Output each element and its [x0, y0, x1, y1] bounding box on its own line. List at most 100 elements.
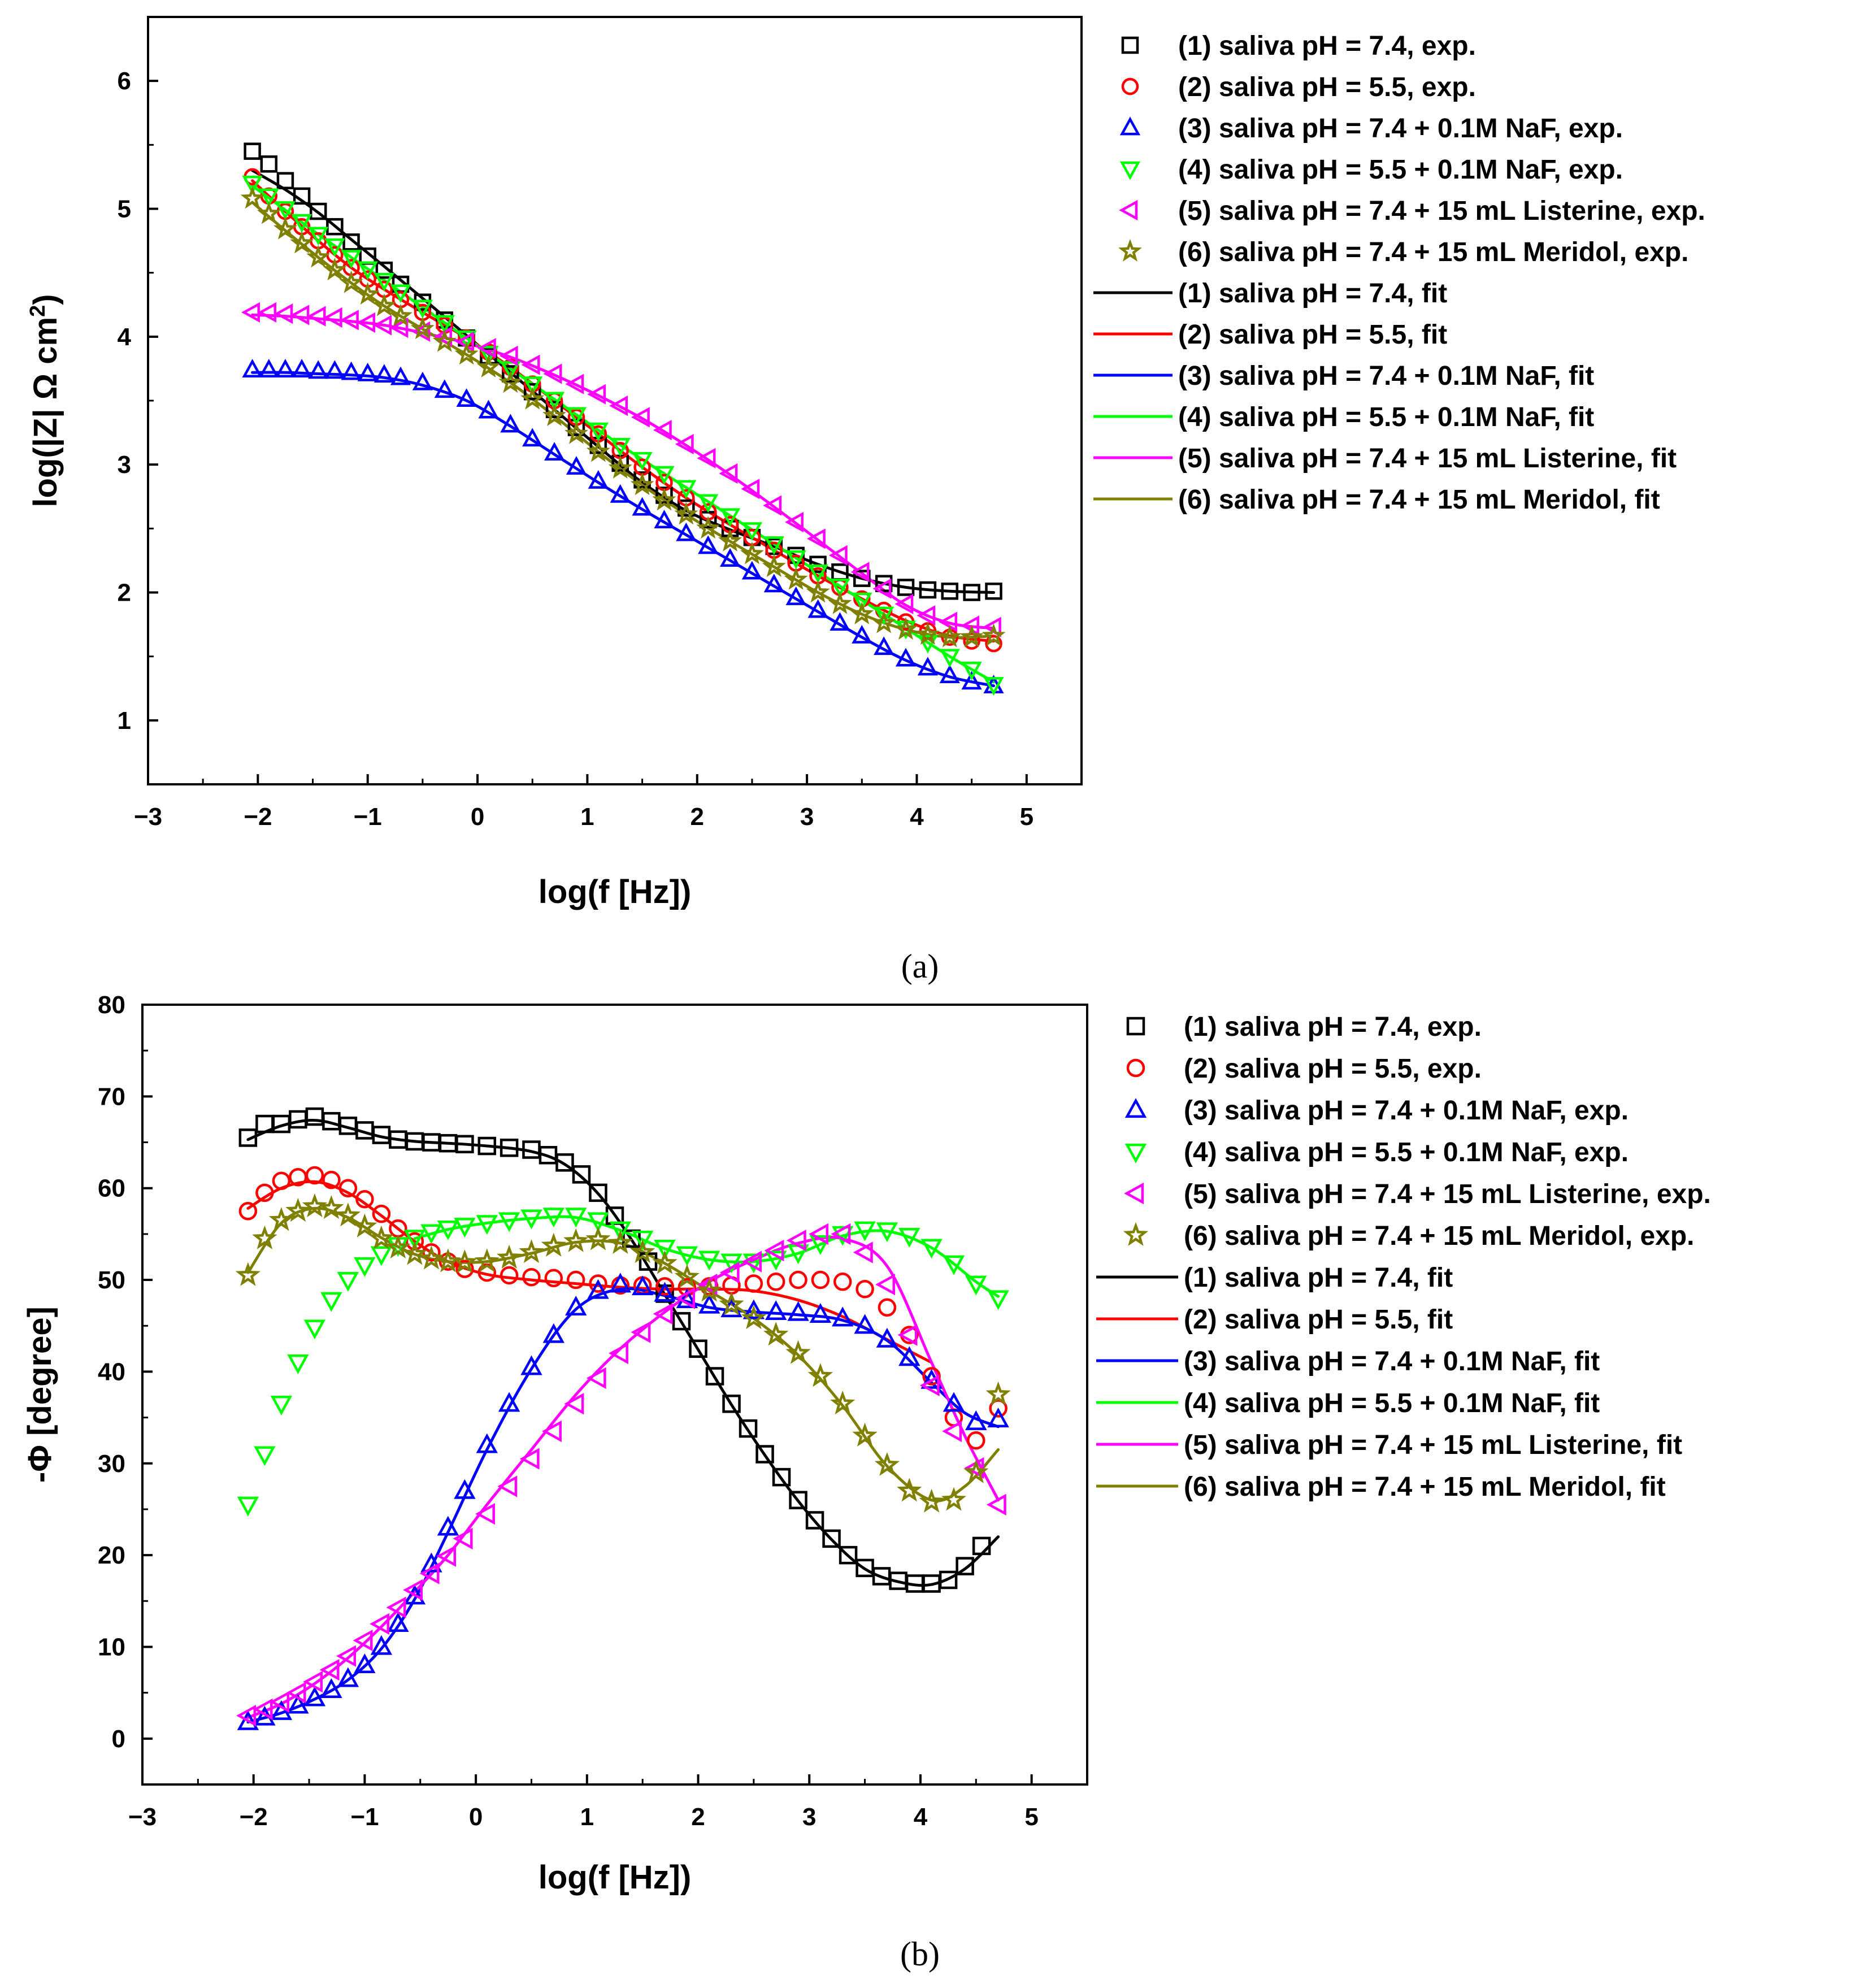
point-a-3-saliva-ph-7-4-0-1m-naf-exp-18	[588, 470, 609, 489]
legend-label-a-5-saliva-ph-7-4-15-ml-listerine-fit: (5) saliva pH = 7.4 + 15 mL Listerine, f…	[1178, 444, 1677, 474]
point-a-4-saliva-ph-5-5-0-1m-naf-exp-0	[242, 175, 263, 194]
point-b-3-saliva-ph-7-4-0-1m-naf-exp-27	[765, 1300, 787, 1321]
point-b-1-saliva-ph-7-4-exp-15	[500, 1139, 519, 1157]
x-tick-label-a-7: 4	[910, 803, 924, 831]
legend-entry-b-2-saliva-ph-5-5-fit: (2) saliva pH = 5.5, fit	[1096, 1305, 1453, 1335]
point-b-1-saliva-ph-7-4-exp-33	[805, 1511, 824, 1530]
point-a-4-saliva-ph-5-5-0-1m-naf-exp-28	[807, 564, 828, 583]
point-a-3-saliva-ph-7-4-0-1m-naf-exp-9	[390, 366, 411, 385]
point-b-3-saliva-ph-7-4-0-1m-naf-exp-16	[520, 1355, 542, 1375]
point-a-5-saliva-ph-7-4-15-ml-listerine-exp-2	[274, 303, 293, 324]
legend-label-b-3-saliva-ph-7-4-0-1m-naf-fit: (3) saliva pH = 7.4 + 0.1M NaF, fit	[1184, 1347, 1600, 1377]
point-a-5-saliva-ph-7-4-15-ml-listerine-exp-1	[258, 302, 277, 323]
y-tick-label-a-5: 6	[118, 67, 131, 95]
x-tick-label-a-0: −3	[134, 803, 162, 831]
point-a-3-saliva-ph-7-4-0-1m-naf-exp-12	[456, 388, 477, 407]
point-a-6-saliva-ph-7-4-15-ml-meridol-exp-15	[520, 387, 545, 410]
legend-label-b-1-saliva-ph-7-4-exp: (1) saliva pH = 7.4, exp.	[1184, 1012, 1482, 1042]
point-b-6-saliva-ph-7-4-15-ml-meridol-exp-6	[335, 1202, 361, 1227]
point-b-4-saliva-ph-5-5-0-1m-naf-exp-5	[320, 1292, 342, 1312]
point-b-3-saliva-ph-7-4-0-1m-naf-exp-9	[387, 1612, 409, 1632]
point-b-3-saliva-ph-7-4-0-1m-naf-exp-35	[943, 1392, 965, 1412]
point-a-4-saliva-ph-5-5-0-1m-naf-exp-4	[308, 227, 329, 246]
y-tick-label-b-0: 0	[112, 1725, 125, 1753]
point-b-4-saliva-ph-5-5-0-1m-naf-exp-0	[237, 1496, 259, 1517]
point-b-5-saliva-ph-7-4-15-ml-listerine-exp-21	[631, 1321, 651, 1343]
point-b-1-saliva-ph-7-4-exp-0	[238, 1128, 258, 1147]
point-b-6-saliva-ph-7-4-15-ml-meridol-exp-11	[419, 1245, 444, 1270]
point-b-5-saliva-ph-7-4-15-ml-listerine-exp-20	[609, 1342, 628, 1365]
point-b-6-saliva-ph-7-4-15-ml-meridol-exp-25	[719, 1291, 744, 1315]
point-a-6-saliva-ph-7-4-15-ml-meridol-exp-30	[850, 601, 874, 624]
point-a-4-saliva-ph-5-5-0-1m-naf-exp-36	[983, 677, 1004, 696]
x-tick-label-b-4: 1	[580, 1803, 594, 1831]
point-b-4-saliva-ph-5-5-0-1m-naf-exp-3	[287, 1354, 309, 1374]
point-a-3-saliva-ph-7-4-0-1m-naf-exp-27	[785, 586, 806, 605]
point-a-4-saliva-ph-5-5-0-1m-naf-exp-30	[852, 592, 872, 611]
point-a-3-saliva-ph-7-4-0-1m-naf-exp-20	[632, 497, 653, 516]
point-b-3-saliva-ph-7-4-0-1m-naf-exp-37	[987, 1408, 1009, 1427]
point-b-5-saliva-ph-7-4-15-ml-listerine-exp-1	[253, 1698, 273, 1721]
point-a-5-saliva-ph-7-4-15-ml-listerine-exp-22	[675, 433, 694, 455]
point-a-4-saliva-ph-5-5-0-1m-naf-exp-11	[434, 315, 455, 334]
point-a-5-saliva-ph-7-4-15-ml-listerine-exp-20	[631, 407, 650, 428]
point-b-5-saliva-ph-7-4-15-ml-listerine-exp-30	[831, 1223, 851, 1245]
point-a-1-saliva-ph-7-4-exp-14	[502, 365, 519, 383]
point-b-2-saliva-ph-5-5-exp-7	[355, 1189, 374, 1209]
point-b-2-saliva-ph-5-5-exp-23	[678, 1278, 697, 1297]
point-b-4-saliva-ph-5-5-0-1m-naf-exp-21	[631, 1230, 654, 1250]
point-a-5-saliva-ph-7-4-15-ml-listerine-exp-21	[653, 419, 672, 441]
point-a-1-saliva-ph-7-4-exp-16	[545, 401, 563, 419]
point-a-3-saliva-ph-7-4-0-1m-naf-exp-0	[242, 359, 263, 377]
point-a-5-saliva-ph-7-4-15-ml-listerine-exp-6	[340, 310, 359, 331]
point-b-5-saliva-ph-7-4-15-ml-listerine-exp-0	[236, 1704, 257, 1727]
point-b-6-saliva-ph-7-4-15-ml-meridol-exp-4	[302, 1193, 328, 1218]
point-b-6-saliva-ph-7-4-15-ml-meridol-exp-35	[941, 1487, 967, 1511]
point-b-2-saliva-ph-5-5-exp-8	[372, 1204, 391, 1223]
point-b-2-saliva-ph-5-5-exp-36	[967, 1431, 985, 1450]
point-b-5-saliva-ph-7-4-15-ml-listerine-exp-22	[653, 1302, 673, 1325]
point-a-4-saliva-ph-5-5-0-1m-naf-exp-3	[291, 214, 312, 233]
axis-ticks-a: −3 −2 −1 0 1 2 3 4 5 1 2 3 4 5 6	[118, 67, 1034, 831]
legend-entry-a-5-saliva-ph-7-4-15-ml-listerine-fit: (5) saliva pH = 7.4 + 15 mL Listerine, f…	[1093, 444, 1677, 474]
legend-entry-b-4-saliva-ph-5-5-0-1m-naf-fit: (4) saliva pH = 5.5 + 0.1M NaF, fit	[1096, 1388, 1600, 1418]
point-a-3-saliva-ph-7-4-0-1m-naf-exp-11	[434, 379, 455, 398]
point-b-5-saliva-ph-7-4-15-ml-listerine-exp-19	[586, 1367, 606, 1390]
point-b-6-saliva-ph-7-4-15-ml-meridol-exp-27	[763, 1322, 789, 1346]
point-a-5-saliva-ph-7-4-15-ml-listerine-exp-26	[763, 495, 782, 516]
point-a-5-saliva-ph-7-4-15-ml-listerine-exp-9	[389, 317, 409, 338]
legend-entry-a-3-saliva-ph-7-4-0-1m-naf-exp: (3) saliva pH = 7.4 + 0.1M NaF, exp.	[1119, 114, 1623, 144]
point-b-3-saliva-ph-7-4-0-1m-naf-exp-11	[420, 1552, 442, 1573]
point-b-2-saliva-ph-5-5-exp-28	[789, 1270, 807, 1289]
point-a-6-saliva-ph-7-4-15-ml-meridol-exp-17	[564, 421, 588, 444]
legend-swatch-a-2-saliva-ph-5-5-exp	[1121, 77, 1139, 95]
point-a-3-saliva-ph-7-4-0-1m-naf-exp-10	[412, 371, 433, 390]
point-b-4-saliva-ph-5-5-0-1m-naf-exp-13	[454, 1218, 476, 1238]
plot-area-a: −3 −2 −1 0 1 2 3 4 5 1 2 3 4 5 6	[118, 16, 1083, 831]
point-b-5-saliva-ph-7-4-15-ml-listerine-exp-29	[809, 1223, 829, 1245]
point-a-3-saliva-ph-7-4-0-1m-naf-exp-31	[874, 636, 894, 655]
point-b-2-saliva-ph-5-5-exp-17	[544, 1269, 563, 1288]
point-b-4-saliva-ph-5-5-0-1m-naf-exp-35	[943, 1255, 965, 1275]
legend-swatch-b-2-saliva-ph-5-5-exp	[1126, 1058, 1145, 1078]
point-b-3-saliva-ph-7-4-0-1m-naf-exp-29	[809, 1303, 832, 1323]
y-tick-label-b-5: 50	[98, 1266, 125, 1294]
point-a-5-saliva-ph-7-4-15-ml-listerine-exp-15	[521, 354, 540, 375]
point-b-6-saliva-ph-7-4-15-ml-meridol-exp-19	[585, 1226, 611, 1250]
point-b-5-saliva-ph-7-4-15-ml-listerine-exp-32	[875, 1273, 896, 1296]
point-b-4-saliva-ph-5-5-0-1m-naf-exp-10	[403, 1230, 426, 1250]
point-a-3-saliva-ph-7-4-0-1m-naf-exp-17	[566, 456, 587, 475]
point-a-5-saliva-ph-7-4-15-ml-listerine-exp-10	[411, 321, 431, 342]
point-b-6-saliva-ph-7-4-15-ml-meridol-exp-20	[607, 1230, 633, 1254]
legend-swatch-a-3-saliva-ph-7-4-0-1m-naf-exp	[1119, 116, 1141, 136]
point-a-5-saliva-ph-7-4-15-ml-listerine-exp-13	[477, 338, 496, 359]
x-tick-label-a-4: 1	[580, 803, 594, 831]
point-b-5-saliva-ph-7-4-15-ml-listerine-exp-17	[542, 1420, 562, 1443]
point-b-3-saliva-ph-7-4-0-1m-naf-exp-21	[631, 1275, 654, 1296]
point-a-4-saliva-ph-5-5-0-1m-naf-exp-15	[522, 376, 543, 396]
legend-entry-a-1-saliva-ph-7-4-fit: (1) saliva pH = 7.4, fit	[1093, 279, 1447, 309]
point-b-2-saliva-ph-5-5-exp-18	[566, 1270, 585, 1289]
point-a-4-saliva-ph-5-5-0-1m-naf-exp-19	[610, 437, 631, 457]
